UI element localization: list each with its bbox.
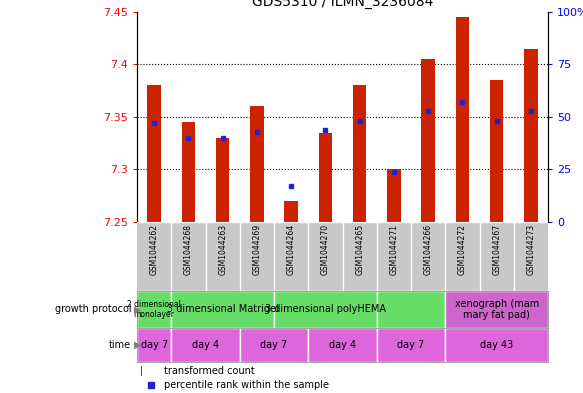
- Text: GSM1044264: GSM1044264: [287, 224, 296, 275]
- Bar: [524, 49, 538, 222]
- Bar: [387, 169, 401, 222]
- Bar: [422, 59, 435, 222]
- Bar: [250, 107, 264, 222]
- Text: GSM1044263: GSM1044263: [218, 224, 227, 275]
- Bar: [274, 291, 377, 328]
- Text: GSM1044268: GSM1044268: [184, 224, 193, 275]
- Text: transformed count: transformed count: [164, 366, 254, 376]
- Bar: [285, 201, 298, 222]
- Text: ▶: ▶: [134, 340, 142, 350]
- Text: ▶: ▶: [134, 305, 142, 314]
- Bar: [377, 291, 445, 328]
- Text: 3 dimensional polyHEMA: 3 dimensional polyHEMA: [265, 305, 386, 314]
- Text: GSM1044269: GSM1044269: [252, 224, 261, 275]
- Bar: [147, 85, 161, 222]
- Bar: [353, 85, 367, 222]
- Bar: [171, 328, 240, 362]
- Bar: [455, 17, 469, 222]
- Text: day 7: day 7: [261, 340, 287, 350]
- Text: GSM1044271: GSM1044271: [389, 224, 398, 275]
- Bar: [141, 366, 142, 376]
- Bar: [377, 328, 445, 362]
- Text: xenograph (mam
mary fat pad): xenograph (mam mary fat pad): [455, 299, 539, 320]
- Text: GSM1044273: GSM1044273: [526, 224, 535, 275]
- Text: time: time: [109, 340, 131, 350]
- Bar: [181, 122, 195, 222]
- Text: GSM1044267: GSM1044267: [492, 224, 501, 275]
- Text: day 7: day 7: [141, 340, 168, 350]
- Text: day 4: day 4: [192, 340, 219, 350]
- Bar: [137, 328, 171, 362]
- Text: 2 dimensional
monolayer: 2 dimensional monolayer: [127, 300, 181, 319]
- Text: day 7: day 7: [398, 340, 424, 350]
- Text: GSM1044265: GSM1044265: [355, 224, 364, 275]
- Bar: [216, 138, 230, 222]
- Text: GSM1044270: GSM1044270: [321, 224, 330, 275]
- Text: GSM1044266: GSM1044266: [424, 224, 433, 275]
- Bar: [445, 291, 548, 328]
- Bar: [171, 291, 274, 328]
- Bar: [318, 133, 332, 222]
- Title: GDS5310 / ILMN_3236084: GDS5310 / ILMN_3236084: [252, 0, 433, 9]
- Text: day 4: day 4: [329, 340, 356, 350]
- Bar: [240, 328, 308, 362]
- Text: day 43: day 43: [480, 340, 513, 350]
- Bar: [137, 291, 171, 328]
- Bar: [445, 328, 548, 362]
- Text: 3 dimensional Matrigel: 3 dimensional Matrigel: [167, 305, 279, 314]
- Bar: [490, 80, 504, 222]
- Text: growth protocol: growth protocol: [55, 305, 131, 314]
- Text: GSM1044262: GSM1044262: [150, 224, 159, 275]
- Text: GSM1044272: GSM1044272: [458, 224, 467, 275]
- Bar: [308, 328, 377, 362]
- Text: percentile rank within the sample: percentile rank within the sample: [164, 380, 329, 390]
